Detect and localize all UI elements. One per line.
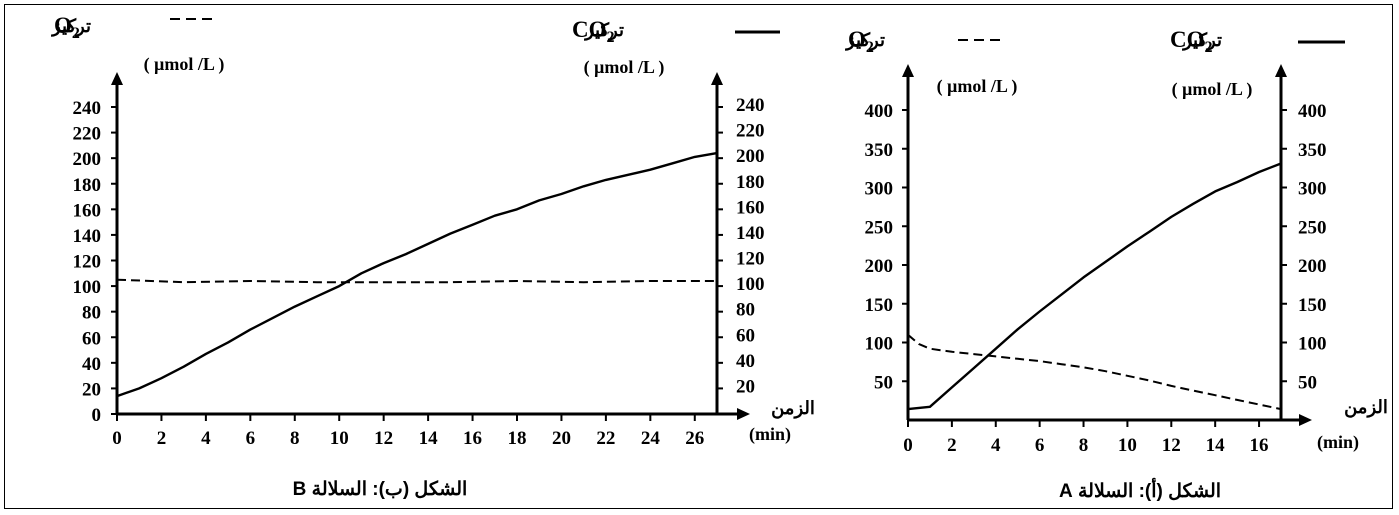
chart-b-x-tick-label: 20 — [552, 428, 571, 449]
chart-a-left-axis-label: تركيز — [844, 30, 885, 51]
chart-a-right-axis-species: CO2 — [1170, 27, 1213, 56]
chart-b-right-tick-label: 180 — [736, 172, 765, 193]
chart-a-right-tick-label: 400 — [1298, 101, 1327, 122]
chart-b-left-axis-label: تركيز — [50, 16, 91, 37]
chart-a-x-tick-label: 14 — [1206, 435, 1226, 456]
chart-a-x-tick-label: 6 — [1035, 435, 1045, 456]
chart-a-right-axis-label: تركيز — [1181, 30, 1222, 51]
chart-a-left-tick-label: 250 — [865, 217, 894, 238]
chart-b-left-tick-label: 0 — [92, 405, 102, 426]
chart-a-x-tick-label: 2 — [947, 435, 957, 456]
chart-b-right-tick-label: 60 — [736, 325, 755, 346]
chart-b-right-tick-label: 100 — [736, 274, 765, 295]
chart-a-left-tick-label: 50 — [874, 372, 893, 393]
chart-a-x-tick-label: 0 — [903, 435, 913, 456]
chart-b-right-axis-label: تركيز — [583, 20, 624, 41]
chart-b-left-tick-label: 140 — [73, 226, 102, 247]
chart-b-x-tick-label: 0 — [112, 428, 122, 449]
chart-b-x-axis-arrow — [737, 408, 750, 420]
chart-a-left-tick-label: 200 — [865, 256, 894, 277]
chart-b-right-axis-species: CO2 — [572, 17, 615, 46]
chart-a-right-tick-label: 300 — [1298, 179, 1327, 200]
chart-b-left-tick-label: 60 — [82, 328, 101, 349]
chart-b-right-axis-unit: ( µmol /L ) — [584, 57, 665, 78]
figure-frame — [4, 4, 1393, 509]
chart-b-left-tick-label: 100 — [73, 277, 102, 298]
chart-b-x-tick-label: 26 — [685, 428, 704, 449]
chart-a-left-tick-label: 350 — [865, 140, 894, 161]
chart-b-right-tick-label: 140 — [736, 223, 765, 244]
chart-a-right-tick-label: 50 — [1298, 372, 1317, 393]
chart-b-left-tick-label: 160 — [73, 200, 102, 221]
chart-b-x-tick-label: 18 — [508, 428, 527, 449]
chart-b-x-tick-label: 16 — [463, 428, 482, 449]
chart-b-left-axis-species: O2 — [54, 13, 80, 42]
chart-b-right-tick-label: 80 — [736, 300, 755, 321]
chart-a-series-co2-line — [907, 162, 1282, 411]
chart-a-x-axis-unit: (min) — [1317, 432, 1359, 453]
chart-b-right-tick-label: 40 — [736, 351, 755, 372]
chart-a-x-axis-arrow — [1299, 414, 1312, 426]
chart-a-left-axis-arrow — [902, 64, 914, 77]
chart-a-left-axis-species: O2 — [848, 27, 874, 56]
chart-b-x-tick-label: 12 — [374, 428, 393, 449]
chart-b-x-tick-label: 4 — [201, 428, 211, 449]
chart-a-x-tick-label: 12 — [1162, 435, 1181, 456]
chart-a-left-axis-unit: ( µmol /L ) — [937, 76, 1018, 97]
chart-b-x-tick-label: 14 — [419, 428, 439, 449]
chart-b-right-tick-label: 20 — [736, 376, 755, 397]
chart-b-x-axis-label: الزمن — [771, 398, 815, 419]
chart-a-right-tick-label: 250 — [1298, 217, 1327, 238]
chart-a-right-tick-label: 150 — [1298, 295, 1327, 316]
chart-a-left-tick-label: 150 — [865, 295, 894, 316]
chart-b-right-axis-arrow — [711, 72, 723, 85]
chart-b-left-tick-label: 80 — [82, 303, 101, 324]
chart-b-x-tick-label: 22 — [596, 428, 615, 449]
chart-b-left-tick-label: 200 — [73, 149, 102, 170]
chart-b-right-tick-label: 220 — [736, 121, 765, 142]
chart-a-left-tick-label: 300 — [865, 179, 894, 200]
chart-a-x-tick-label: 16 — [1250, 435, 1269, 456]
chart-b-left-tick-label: 20 — [82, 379, 101, 400]
chart-a-x-tick-label: 10 — [1118, 435, 1137, 456]
chart-b-series-co2-line — [116, 151, 718, 398]
chart-a-right-tick-label: 200 — [1298, 256, 1327, 277]
chart-a-x-axis-label: الزمن — [1344, 397, 1388, 418]
chart-b-left-tick-label: 240 — [73, 98, 102, 119]
chart-b-left-tick-label: 120 — [73, 252, 102, 273]
chart-b-left-tick-label: 180 — [73, 175, 102, 196]
chart-a-caption: الشكل (أ): السلالة A — [1059, 477, 1221, 502]
chart-a-left-tick-label: 100 — [865, 334, 894, 355]
chart-b-x-tick-label: 8 — [290, 428, 300, 449]
chart-b-right-tick-label: 120 — [736, 249, 765, 270]
chart-b-right-tick-label: 240 — [736, 95, 765, 116]
chart-a-right-axis-unit: ( µmol /L ) — [1172, 79, 1253, 100]
chart-b-left-axis-unit: ( µmol /L ) — [144, 54, 225, 75]
chart-b-right-tick-label: 200 — [736, 146, 765, 167]
chart-b-left-axis-arrow — [111, 72, 123, 85]
chart-b-series-o2-line — [116, 278, 717, 284]
chart-b-right-tick-label: 160 — [736, 197, 765, 218]
chart-a-right-axis-arrow — [1275, 64, 1287, 77]
chart-b-x-axis-unit: (min) — [749, 424, 791, 445]
chart-a-left-tick-label: 400 — [865, 101, 894, 122]
chart-b-left-tick-label: 40 — [82, 354, 101, 375]
chart-a-x-tick-label: 4 — [991, 435, 1001, 456]
chart-a-x-tick-label: 8 — [1079, 435, 1089, 456]
chart-b-x-tick-label: 6 — [246, 428, 256, 449]
chart-a-series-o2-line — [907, 334, 1282, 411]
chart-b-x-tick-label: 10 — [330, 428, 349, 449]
chart-a-right-tick-label: 100 — [1298, 334, 1327, 355]
chart-b-caption: الشكل (ب): السلالة B — [293, 479, 468, 500]
chart-b-left-tick-label: 220 — [73, 124, 102, 145]
chart-a-right-tick-label: 350 — [1298, 140, 1327, 161]
chart-b-x-tick-label: 24 — [641, 428, 661, 449]
chart-b-x-tick-label: 2 — [157, 428, 167, 449]
